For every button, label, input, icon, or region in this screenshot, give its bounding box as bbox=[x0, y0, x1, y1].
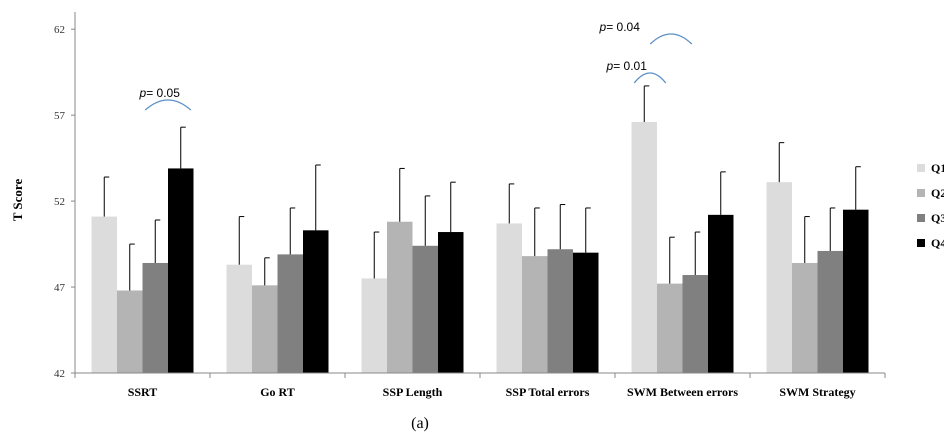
y-axis-ticks: 42 47 52 57 62 bbox=[54, 24, 75, 380]
legend-swatch-q2 bbox=[917, 189, 925, 197]
y-tick-label: 62 bbox=[54, 24, 65, 36]
bar-q3 bbox=[547, 249, 573, 373]
bar-q1 bbox=[226, 264, 252, 373]
p-symbol: p bbox=[606, 59, 614, 73]
p-value: = 0.05 bbox=[146, 86, 180, 100]
bar-q4 bbox=[843, 209, 869, 373]
p-value-label: p= 0.01 bbox=[606, 59, 648, 73]
x-category-label: Go RT bbox=[260, 385, 295, 399]
bar-q2 bbox=[252, 285, 278, 373]
bar-q3 bbox=[277, 254, 303, 373]
p-value-label: p= 0.04 bbox=[599, 20, 641, 34]
p-value-label: p= 0.05 bbox=[139, 86, 181, 100]
bar-q1 bbox=[91, 216, 117, 373]
significance-bracket bbox=[144, 99, 192, 111]
x-category-label: SSP Length bbox=[383, 385, 443, 399]
bar-q3 bbox=[817, 250, 843, 373]
x-category-label: SWM Between errors bbox=[627, 385, 738, 399]
legend-swatch-q3 bbox=[917, 214, 925, 222]
y-axis-label: T Score bbox=[10, 179, 25, 222]
legend: Q1 Q2 Q3 Q4 bbox=[917, 161, 944, 250]
legend-label-q2: Q2 bbox=[931, 186, 944, 200]
y-tick-label: 57 bbox=[54, 110, 66, 122]
p-value: = 0.04 bbox=[606, 20, 640, 34]
error-bars bbox=[103, 85, 861, 291]
bar-q4 bbox=[438, 232, 464, 373]
bar-q2 bbox=[117, 290, 143, 373]
legend-swatch-q4 bbox=[917, 239, 925, 247]
bar-q3 bbox=[412, 245, 438, 373]
panel-label: (a) bbox=[411, 415, 429, 432]
x-category-label: SWM Strategy bbox=[779, 385, 855, 399]
x-category-label: SSRT bbox=[128, 385, 158, 399]
bar-q4 bbox=[168, 168, 194, 373]
y-tick-label: 42 bbox=[54, 368, 65, 380]
legend-label-q3: Q3 bbox=[931, 211, 944, 225]
p-value: = 0.01 bbox=[613, 59, 647, 73]
bar-q1 bbox=[496, 223, 522, 373]
bar-q3 bbox=[682, 275, 708, 373]
bar-q1 bbox=[766, 182, 792, 373]
bar-q3 bbox=[142, 262, 168, 373]
y-tick-label: 47 bbox=[54, 282, 66, 294]
bar-q4 bbox=[708, 214, 734, 373]
axes: SSRT Go RT SSP Length SSP Total errors SWM B… bbox=[74, 12, 886, 399]
p-symbol: p bbox=[599, 20, 607, 34]
bar-q2 bbox=[387, 221, 413, 373]
significance-bracket bbox=[649, 33, 693, 45]
bar-q4 bbox=[573, 252, 599, 373]
p-symbol: p bbox=[139, 86, 147, 100]
bar-q2 bbox=[657, 283, 683, 373]
bar-q4 bbox=[303, 230, 329, 373]
bar-q2 bbox=[792, 262, 818, 373]
bar-q1 bbox=[361, 278, 387, 373]
legend-label-q1: Q1 bbox=[931, 161, 944, 175]
bars bbox=[91, 122, 869, 374]
bar-q1 bbox=[631, 122, 657, 374]
significance-annotations: p= 0.05p= 0.01p= 0.04 bbox=[139, 20, 693, 111]
y-tick-label: 52 bbox=[54, 196, 65, 208]
legend-label-q4: Q4 bbox=[931, 236, 944, 250]
significance-bracket bbox=[633, 72, 667, 84]
legend-swatch-q1 bbox=[917, 164, 925, 172]
x-category-label: SSP Total errors bbox=[506, 385, 590, 399]
bar-q2 bbox=[522, 256, 548, 373]
